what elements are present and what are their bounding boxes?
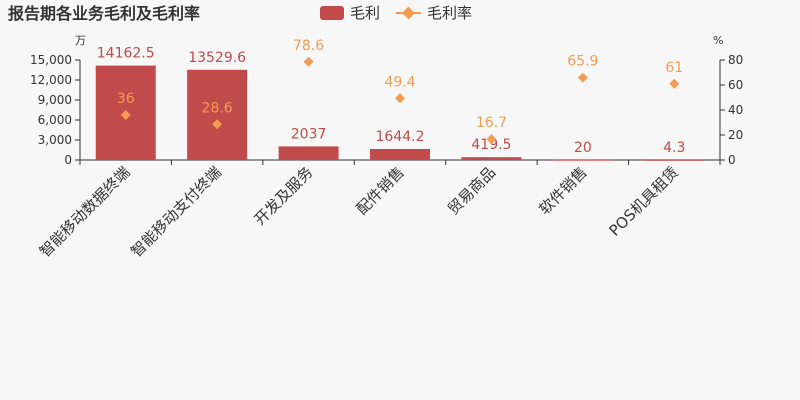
rate-point [120,110,131,120]
rate-point [212,119,223,130]
bar-value-label: 13529.6 [188,50,246,66]
rate-value-label: 36 [117,91,135,107]
rate-value-label: 61 [665,60,683,76]
chart-title: 报告期各业务毛利及毛利率 [8,4,200,23]
right-axis-unit: % [713,34,723,47]
y-left-tick-label: 0 [64,153,72,167]
legend-bar-label: 毛利 [350,4,380,22]
left-axis-unit: 万 [75,34,86,47]
y-left-tick-label: 3,000 [38,133,72,147]
rate-value-label: 78.6 [293,38,324,54]
x-category-label: 配件销售 [353,163,408,218]
x-category-label: 贸易商品 [444,163,499,218]
rate-value-label: 49.4 [384,74,415,90]
rate-value-label: 65.9 [567,54,598,70]
bar-gross-profit [370,149,430,160]
legend-rate-label: 毛利率 [427,4,472,22]
bar-gross-profit [552,159,613,161]
rate-point [669,78,680,89]
y-left-tick-label: 12,000 [30,73,72,87]
bar-gross-profit [278,146,339,160]
y-right-tick-label: 0 [728,153,736,167]
y-right-tick-label: 40 [728,103,743,117]
y-left-tick-label: 6,000 [38,113,72,127]
legend: 毛利 毛利率 [320,4,472,22]
legend-rate-swatch [402,6,415,20]
rate-value-label: 16.7 [476,115,507,131]
rate-point [303,56,314,67]
x-category-label: 开发及服务 [251,163,317,229]
bar-gross-profit [644,159,705,161]
y-right-tick-label: 20 [728,128,743,142]
x-category-label: 智能移动支付终端 [127,163,225,261]
bar-value-label: 419.5 [471,137,511,153]
y-right-tick-label: 80 [728,53,743,67]
bar-value-label: 1644.2 [376,129,425,145]
bar-value-label: 2037 [291,126,327,142]
bar-gross-profit [187,69,248,160]
bar-gross-profit [461,157,522,160]
bar-value-label: 20 [574,140,592,156]
rate-point [486,134,497,145]
x-category-label: 软件销售 [536,163,591,218]
y-left-tick-label: 9,000 [38,93,72,107]
plot-area: 0 3,000 6,000 9,000 12,000 15,000 0 20 40 60 80 141… [30,38,743,261]
x-category-label: POS机具租赁 [605,163,682,240]
legend-bar-swatch [320,6,344,20]
rate-point [577,72,588,83]
bar-value-label: 14162.5 [97,46,155,62]
y-left-tick-label: 15,000 [30,53,72,67]
y-right-tick-label: 60 [728,78,743,92]
bar-value-label: 4.3 [663,140,685,156]
x-category-label: 智能移动数据终端 [36,163,134,261]
rate-point [395,93,405,104]
rate-value-label: 28.6 [202,100,233,116]
